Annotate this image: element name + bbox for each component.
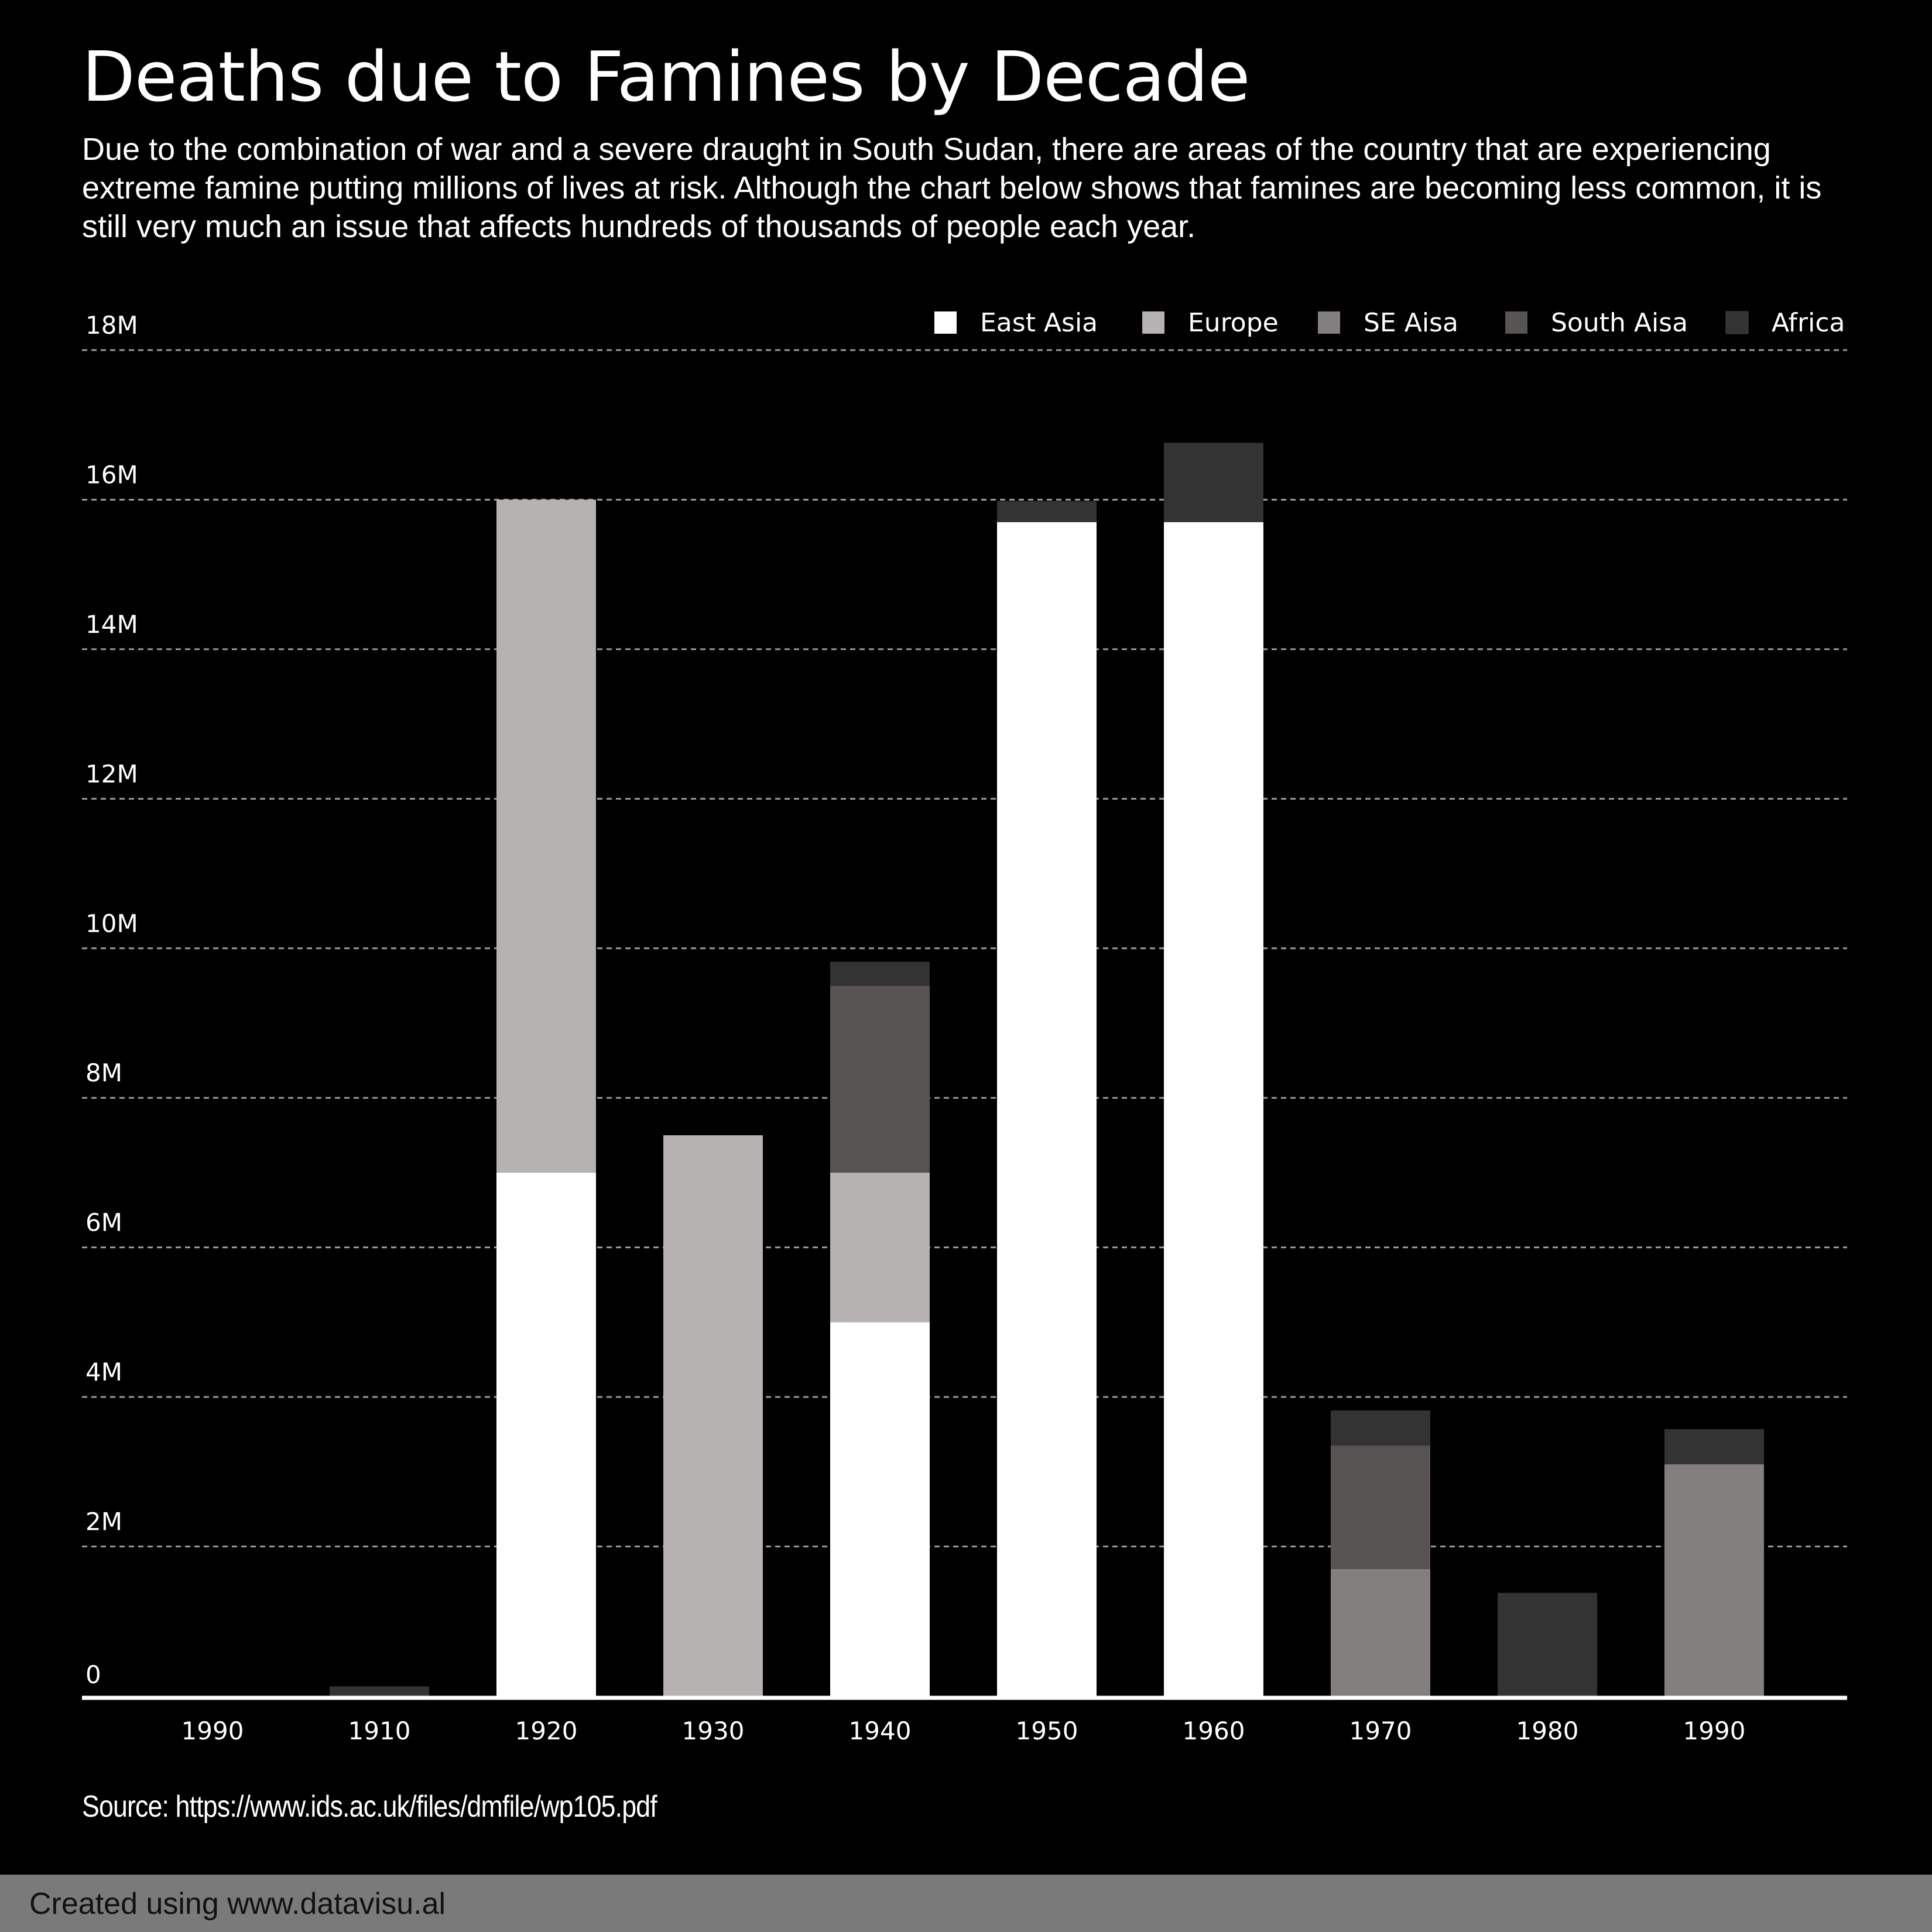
- y-tick-label: 12M: [85, 759, 138, 788]
- x-tick-label: 1950: [1016, 1717, 1078, 1745]
- y-tick-label: 10M: [85, 909, 138, 938]
- bar-segment: [997, 522, 1097, 1696]
- x-axis-labels: 1990 1910 1920 1930 1940 1950 1960 1970 1980 1990: [181, 1717, 1746, 1745]
- footer-credit: Created using www.datavisu.al: [29, 1887, 446, 1921]
- bar-segment: [1331, 1445, 1430, 1569]
- y-tick-label: 6M: [85, 1208, 122, 1237]
- bar-segment: [830, 1172, 930, 1323]
- bar-segment: [1331, 1568, 1430, 1696]
- legend-label: South Aisa: [1551, 308, 1688, 338]
- bar-segment: [496, 1172, 596, 1696]
- legend-swatch: [1725, 311, 1749, 334]
- bar-segment: [1164, 522, 1263, 1696]
- legend-swatch: [1142, 311, 1164, 334]
- bar-segment: [997, 501, 1097, 522]
- legend-label: Europe: [1188, 308, 1279, 338]
- y-tick-label: 18M: [85, 311, 138, 340]
- x-tick-label: 1960: [1183, 1717, 1245, 1745]
- y-tick-label: 14M: [85, 610, 138, 639]
- bar-segment: [1164, 443, 1263, 522]
- chart-title: Deaths due to Famines by Decade: [82, 36, 1250, 117]
- y-tick-label: 0: [85, 1660, 101, 1689]
- footer-bar: Created using www.datavisu.al: [0, 1875, 1932, 1932]
- x-tick-label: 1940: [849, 1717, 912, 1745]
- x-tick-label: 1990: [181, 1717, 244, 1745]
- chart: 0 2M 4M 6M 8M 10M 12M 14M 16M 18M 1990 1910 1920 193…: [82, 308, 1847, 1745]
- x-tick-label: 1990: [1683, 1717, 1746, 1745]
- x-tick-label: 1930: [682, 1717, 745, 1745]
- legend-swatch: [1318, 311, 1340, 334]
- bar-segment: [1498, 1592, 1597, 1696]
- legend-swatch: [1505, 311, 1527, 334]
- bar-segment: [330, 1686, 429, 1696]
- source-note: Source: https://www.ids.ac.uk/files/dmfi…: [82, 1790, 657, 1824]
- bar-segment: [830, 985, 930, 1173]
- bar-segment: [1664, 1464, 1764, 1696]
- y-tick-label: 8M: [85, 1059, 122, 1087]
- legend: East Asia Europe SE Aisa South Aisa Africa: [934, 308, 1845, 338]
- bars: [330, 443, 1764, 1696]
- x-tick-label: 1970: [1349, 1717, 1412, 1745]
- bar-segment: [496, 499, 596, 1173]
- bar-segment: [830, 961, 930, 986]
- legend-label: SE Aisa: [1364, 308, 1458, 338]
- grid-lines: [82, 349, 1847, 1548]
- legend-label: Africa: [1772, 308, 1845, 338]
- y-tick-label: 2M: [85, 1508, 122, 1536]
- legend-swatch: [934, 311, 957, 334]
- x-tick-label: 1910: [348, 1717, 411, 1745]
- bar-segment: [830, 1322, 930, 1696]
- x-tick-label: 1980: [1516, 1717, 1579, 1745]
- y-tick-label: 4M: [85, 1358, 122, 1386]
- y-axis-labels: 0 2M 4M 6M 8M 10M 12M 14M 16M 18M: [85, 311, 138, 1689]
- chart-subtitle: Due to the combination of war and a seve…: [82, 132, 1822, 244]
- bar-segment: [1331, 1410, 1430, 1446]
- y-tick-label: 16M: [85, 460, 138, 489]
- legend-label: East Asia: [980, 308, 1098, 338]
- bar-segment: [663, 1135, 763, 1696]
- bar-segment: [1664, 1429, 1764, 1465]
- x-tick-label: 1920: [515, 1717, 578, 1745]
